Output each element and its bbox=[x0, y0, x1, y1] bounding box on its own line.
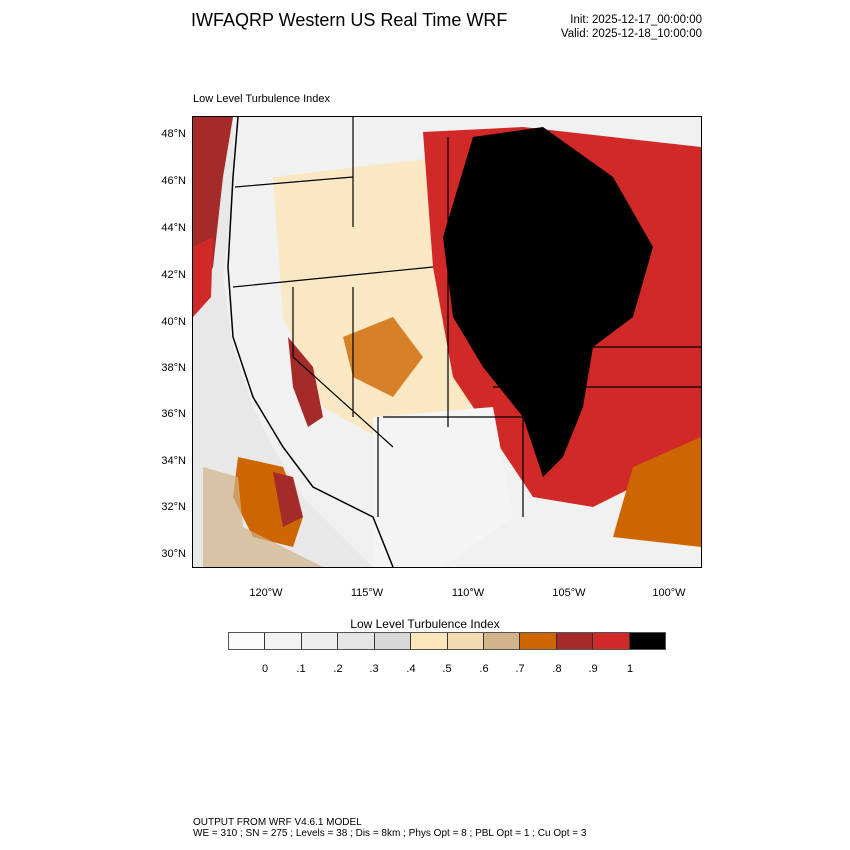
colorbar-swatch bbox=[338, 633, 375, 649]
colorbar-label: .6 bbox=[479, 663, 489, 675]
lat-label: 30°N bbox=[161, 548, 186, 560]
lat-label: 46°N bbox=[161, 175, 186, 187]
lat-label: 36°N bbox=[161, 408, 186, 420]
offshore-red-blob bbox=[273, 472, 303, 527]
coast-red-strip bbox=[193, 237, 213, 317]
sierra-red-band bbox=[288, 337, 323, 427]
pale-region-interior bbox=[273, 157, 473, 457]
colorbar-swatch bbox=[301, 633, 339, 649]
colorbar-swatch bbox=[520, 633, 557, 649]
colorbar-label: .5 bbox=[442, 663, 452, 675]
valid-time: Valid: 2025-12-18_10:00:00 bbox=[560, 28, 702, 40]
lat-label: 32°N bbox=[161, 501, 186, 513]
plains-orange-edge bbox=[613, 437, 701, 547]
colorbar-label: .8 bbox=[552, 663, 562, 675]
colorbar-swatch bbox=[483, 633, 521, 649]
plot-subtitle: Low Level Turbulence Index bbox=[193, 93, 330, 105]
footer-model: OUTPUT FROM WRF V4.6.1 MODEL bbox=[193, 817, 362, 828]
utah-red-blobs bbox=[343, 317, 423, 397]
colorbar-swatch bbox=[411, 633, 448, 649]
black-high-index-region bbox=[443, 127, 653, 477]
lat-label: 48°N bbox=[161, 128, 186, 140]
colorbar bbox=[228, 632, 666, 650]
offshore-tan bbox=[203, 467, 323, 567]
colorbar-label: .3 bbox=[369, 663, 379, 675]
lat-label: 44°N bbox=[161, 222, 186, 234]
lat-label: 40°N bbox=[161, 316, 186, 328]
colorbar-title: Low Level Turbulence Index bbox=[350, 617, 500, 631]
colorbar-swatch bbox=[265, 633, 302, 649]
colorbar-label: .2 bbox=[333, 663, 343, 675]
lat-label: 38°N bbox=[161, 362, 186, 374]
colorbar-swatch bbox=[556, 633, 594, 649]
colorbar-label: .7 bbox=[515, 663, 525, 675]
lon-label: 110°W bbox=[451, 587, 485, 599]
init-time: Init: 2025-12-17_00:00:00 bbox=[570, 14, 702, 26]
colorbar-label: .1 bbox=[296, 663, 306, 675]
lon-label: 115°W bbox=[350, 587, 384, 599]
lon-label: 100°W bbox=[652, 587, 686, 599]
colorbar-label: 1 bbox=[626, 663, 634, 675]
colorbar-swatch bbox=[447, 633, 484, 649]
colorbar-swatch bbox=[593, 633, 630, 649]
colorbar-label: 0 bbox=[261, 663, 269, 675]
figure-title: IWFAQRP Western US Real Time WRF bbox=[191, 10, 508, 30]
colorbar-label: .9 bbox=[588, 663, 598, 675]
colorbar-swatch bbox=[629, 633, 666, 649]
colorbar-swatch bbox=[374, 633, 412, 649]
lon-label: 120°W bbox=[249, 587, 283, 599]
coastline bbox=[227, 117, 394, 567]
lat-label: 42°N bbox=[161, 269, 186, 281]
colorbar-label: .4 bbox=[406, 663, 416, 675]
lon-label: 105°W bbox=[552, 587, 586, 599]
footer-config: WE = 310 ; SN = 275 ; Levels = 38 ; Dis … bbox=[193, 828, 587, 839]
southwest-light bbox=[373, 407, 513, 567]
colorbar-swatch bbox=[229, 633, 266, 649]
state-boundaries bbox=[232, 117, 701, 517]
lat-label: 34°N bbox=[161, 455, 186, 467]
turbulence-map bbox=[192, 116, 702, 568]
